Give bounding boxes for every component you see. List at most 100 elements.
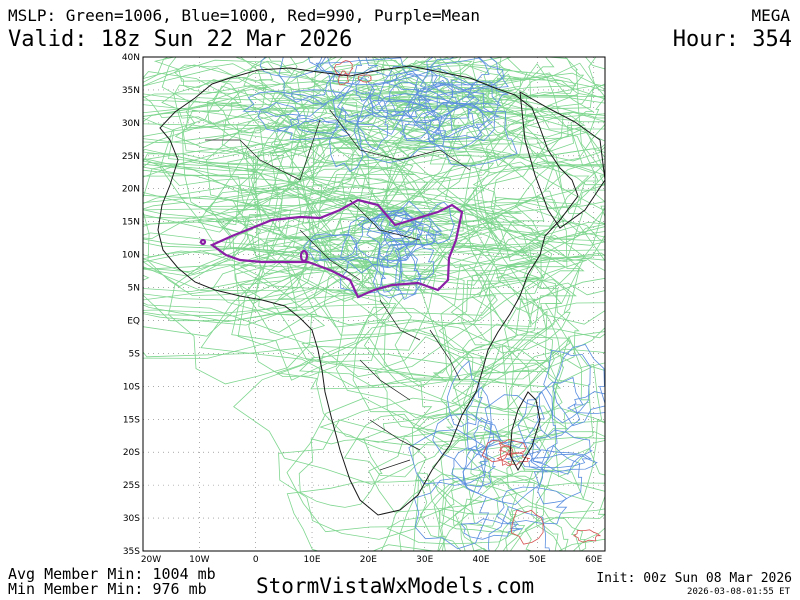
green-member-contour (433, 57, 555, 108)
mean-contour-small (299, 249, 309, 263)
border-lines (205, 109, 471, 471)
green-member-contour (484, 57, 605, 118)
blue-member-contour (356, 94, 389, 151)
blue-member-contour (451, 447, 497, 488)
africa-coastline (157, 65, 579, 516)
madagascar-coastline (509, 391, 541, 472)
lat-label: 10N (122, 251, 140, 261)
green-member-contour (523, 220, 605, 296)
coastlines (157, 65, 605, 516)
blue-member-contour (368, 67, 476, 122)
blue-member-contour (425, 79, 458, 118)
green-member-contour (479, 127, 605, 325)
green-member-contour (370, 60, 484, 130)
blue-member-contour (336, 89, 374, 123)
green-member-contour (438, 484, 528, 533)
green-member-contour (381, 234, 605, 388)
red-member-contour (572, 529, 602, 543)
green-member-contour (276, 353, 451, 390)
generated-timestamp: 2026-03-08-01:55 ET (687, 587, 790, 597)
green-member-contour (143, 158, 365, 301)
lon-label: 10W (189, 555, 209, 565)
blue-member-contour (383, 228, 436, 247)
blue-member-contour (366, 207, 422, 264)
green-member-contour (143, 57, 267, 125)
green-member-contour (378, 57, 473, 88)
site-name: StormVistaWxModels.com (256, 574, 535, 598)
green-member-contour (330, 72, 605, 174)
green-member-contour (143, 184, 475, 358)
blue-member-contour (537, 376, 584, 439)
lon-label: 40E (472, 555, 489, 565)
arabia-coastline (519, 91, 605, 229)
blue-member-contour (446, 360, 483, 427)
green-member-contour (440, 424, 550, 551)
green-member-contour (394, 57, 511, 108)
green-member-contour (143, 93, 337, 161)
lon-label: 20E (360, 555, 377, 565)
blue-member-contour (377, 65, 420, 116)
green-member-contour (143, 161, 283, 296)
lat-label: EQ (127, 316, 140, 326)
green-member-contour (391, 57, 605, 116)
green-member-contour (461, 323, 555, 374)
red-member-contour (333, 60, 354, 77)
lon-label: 20W (141, 555, 161, 565)
green-member-contour (159, 85, 311, 255)
green-member-contour (477, 73, 529, 167)
green-member-contour (267, 76, 406, 150)
blue-member-contour (427, 201, 455, 244)
green-member-contour (368, 431, 534, 513)
lon-label: 50E (529, 555, 546, 565)
green-member-contour (230, 239, 567, 291)
blue-member-contour (388, 81, 425, 119)
red-member-contour (481, 440, 512, 463)
green-member-contour (212, 258, 498, 319)
green-member-contour (450, 57, 605, 97)
green-member-contour (286, 397, 492, 533)
blue-member-contour (242, 90, 328, 118)
green-member-contour (306, 62, 481, 112)
blue-member-contour (528, 453, 598, 473)
blue-member-contour (483, 394, 545, 449)
green-member-contour (270, 60, 605, 229)
blue-member-contour (419, 57, 509, 106)
blue-member-contour (394, 236, 435, 282)
green-member-contour (433, 475, 594, 551)
longitude-labels: 20W 10W 0 10E 20E 30E 40E 50E 60E (141, 555, 603, 565)
green-member-contour (438, 276, 580, 388)
green-member-contour (504, 62, 605, 165)
green-member-contour (380, 473, 559, 551)
green-member-contour (143, 148, 375, 323)
lat-label: 25S (123, 481, 140, 491)
green-member-contour (237, 191, 464, 269)
green-member-contour (143, 123, 476, 200)
ensemble-contours (143, 57, 605, 551)
green-member-contour (490, 161, 605, 263)
green-member-contour (471, 57, 597, 116)
lat-label: 35N (122, 86, 140, 96)
lon-label: 60E (585, 555, 602, 565)
green-member-contour (227, 139, 590, 213)
green-member-contour (312, 57, 408, 146)
blue-member-contour (408, 83, 480, 141)
green-member-contour (143, 250, 326, 359)
blue-member-contour (302, 233, 358, 262)
blue-member-contour (517, 391, 558, 463)
blue-member-contour (340, 257, 387, 299)
blue-member-contour (426, 57, 506, 91)
green-member-contour (231, 237, 397, 381)
ensemble-mean-contour (199, 198, 464, 299)
green-member-contour (307, 170, 415, 258)
green-member-contour (495, 257, 605, 311)
green-member-contour (143, 264, 413, 314)
lon-label: 0 (253, 555, 259, 565)
green-member-contour (315, 198, 605, 272)
green-member-contour (478, 436, 605, 487)
green-member-contour (254, 65, 513, 114)
chart-title: MSLP: Green=1006, Blue=1000, Red=990, Pu… (8, 6, 481, 25)
lon-label: 30E (416, 555, 433, 565)
blue-member-contour (332, 69, 432, 135)
green-member-contour (431, 407, 605, 536)
blue-member-contour (423, 91, 501, 141)
